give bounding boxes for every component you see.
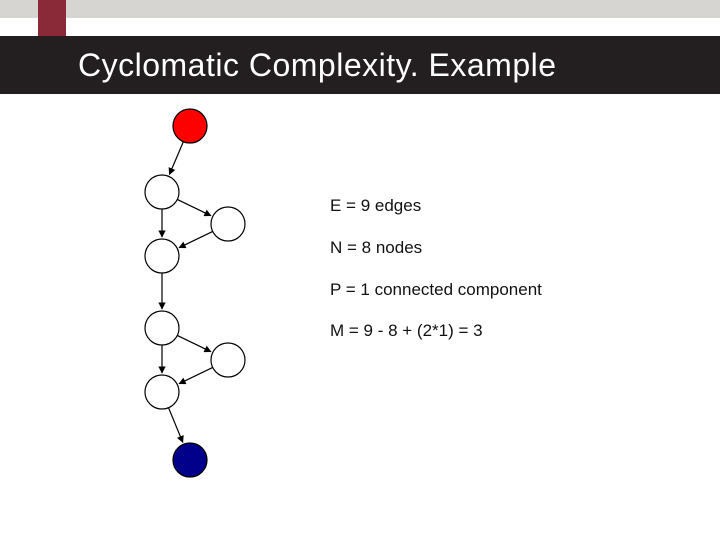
edge [169,142,183,175]
line-formula: M = 9 - 8 + (2*1) = 3 [330,319,690,343]
node-start [173,109,207,143]
node-f [145,375,179,409]
line-component: P = 1 connected component [330,278,690,302]
nodes-layer [145,109,245,477]
node-a [145,175,179,209]
content-area: E = 9 edges N = 8 nodes P = 1 connected … [0,94,720,540]
edge [169,408,183,443]
node-e [211,343,245,377]
node-b [211,207,245,241]
edge [179,367,213,383]
node-end [173,443,207,477]
slide-title: Cyclomatic Complexity. Example [78,47,557,84]
control-flow-graph [100,104,300,504]
node-c [145,239,179,273]
edge [179,231,213,247]
formula-block: E = 9 edges N = 8 nodes P = 1 connected … [330,194,690,361]
line-edges: E = 9 edges [330,194,690,218]
top-strip [0,0,720,18]
edge [177,199,211,215]
title-band: Cyclomatic Complexity. Example [0,36,720,94]
accent-tab [38,0,66,36]
edge [177,335,211,351]
line-nodes: N = 8 nodes [330,236,690,260]
graph-svg [100,104,300,504]
node-d [145,311,179,345]
